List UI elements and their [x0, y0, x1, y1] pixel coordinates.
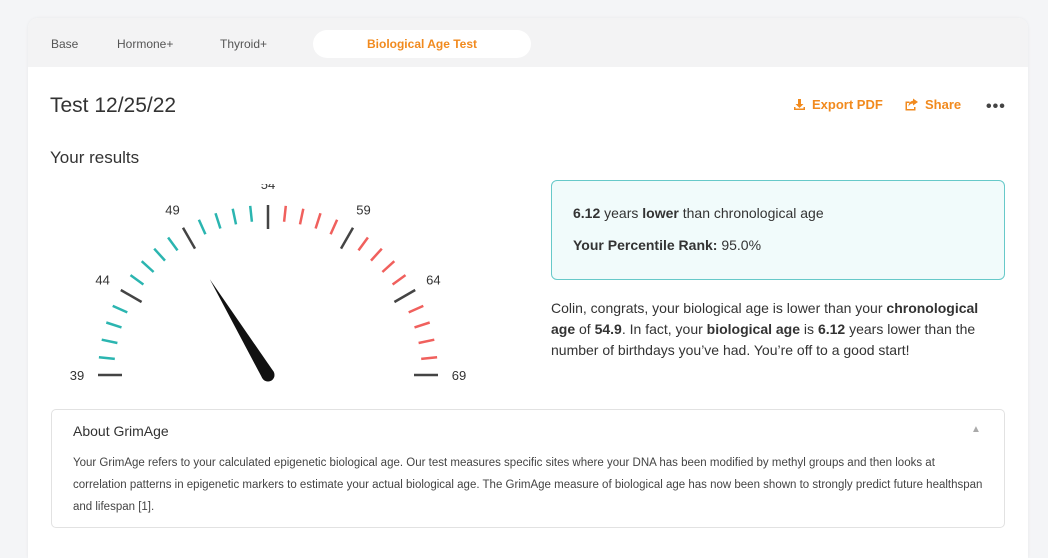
- gauge-minor-tick: [167, 236, 179, 252]
- share-button[interactable]: Share: [904, 97, 961, 112]
- tab-base[interactable]: Base: [51, 37, 79, 51]
- age-difference-direction: lower: [642, 205, 679, 221]
- share-icon: [904, 98, 919, 111]
- gauge-minor-tick: [282, 205, 288, 222]
- gauge-label-64: 64: [426, 273, 440, 288]
- gauge-minor-tick: [214, 212, 222, 229]
- percentile-rank-value: 95.0%: [721, 237, 762, 253]
- gauge-minor-tick: [129, 274, 145, 286]
- page-title: Test 12/25/22: [50, 94, 177, 117]
- gauge-ticks: [98, 205, 438, 377]
- age-difference-line: 6.12 years lower than chronological age: [573, 205, 824, 221]
- gauge-minor-tick: [357, 236, 369, 252]
- export-pdf-label: Export PDF: [812, 97, 883, 112]
- gauge-needle: [209, 279, 274, 379]
- gauge-minor-tick: [421, 355, 438, 361]
- gauge-hub: [261, 368, 275, 382]
- gauge-major-tick: [120, 288, 143, 304]
- gauge-minor-tick: [391, 274, 407, 286]
- gauge-minor-tick: [381, 260, 396, 273]
- gauge-minor-tick: [329, 219, 339, 235]
- percentile-rank-label: Your Percentile Rank:: [573, 237, 718, 253]
- gauge-minor-tick: [105, 321, 122, 329]
- collapse-caret-icon[interactable]: ▲: [971, 424, 981, 435]
- gauge-minor-tick: [314, 212, 322, 229]
- gauge-major-tick: [393, 288, 416, 304]
- tab-biological-age-test[interactable]: Biological Age Test: [313, 30, 531, 58]
- gauge-major-tick: [181, 227, 197, 250]
- gauge-minor-tick: [231, 208, 238, 225]
- gauge-label-44: 44: [95, 273, 109, 288]
- gauge-label-54: 54: [261, 184, 275, 192]
- result-summary-box: 6.12 years lower than chronological age …: [551, 180, 1005, 280]
- gauge-minor-tick: [408, 304, 424, 314]
- tab-bar: Base Hormone+ Thyroid+ Biological Age Te…: [28, 18, 1028, 67]
- about-grimage-body: Your GrimAge refers to your calculated e…: [73, 457, 983, 513]
- about-grimage-title[interactable]: About GrimAge: [73, 423, 169, 439]
- gauge-label-39: 39: [70, 368, 84, 383]
- gauge-label-69: 69: [452, 368, 466, 383]
- gauge-minor-tick: [414, 321, 431, 329]
- gauge-minor-tick: [112, 304, 128, 314]
- age-gauge: 39 44 49 54 59 64 69: [70, 184, 466, 383]
- tab-thyroid-plus[interactable]: Thyroid+: [220, 37, 268, 51]
- gauge-minor-tick: [98, 355, 115, 361]
- results-heading: Your results: [50, 148, 140, 167]
- gauge-labels: 39 44 49 54 59 64 69: [70, 184, 466, 383]
- results-card: Base Hormone+ Thyroid+ Biological Age Te…: [28, 18, 1028, 558]
- tab-hormone-plus[interactable]: Hormone+: [117, 37, 174, 51]
- gauge-minor-tick: [153, 247, 166, 262]
- gauge-label-49: 49: [165, 203, 179, 218]
- gauge-minor-tick: [248, 205, 254, 222]
- gauge-minor-tick: [197, 219, 207, 235]
- gauge-minor-tick: [140, 260, 155, 273]
- gauge-label-59: 59: [356, 203, 370, 218]
- gauge-minor-tick: [298, 208, 305, 225]
- more-options-icon[interactable]: •••: [986, 98, 1006, 115]
- about-grimage-panel: About GrimAge ▲ Your GrimAge refers to y…: [51, 409, 1005, 528]
- percentile-rank-line: Your Percentile Rank: 95.0%: [573, 237, 761, 253]
- gauge-minor-tick: [370, 247, 383, 262]
- gauge-minor-tick: [418, 338, 435, 345]
- gauge-major-tick: [339, 227, 355, 250]
- age-difference-value: 6.12: [573, 205, 601, 221]
- result-explanation: Colin, congrats, your biological age is …: [551, 300, 979, 358]
- download-icon: [793, 98, 806, 111]
- gauge-minor-tick: [101, 338, 118, 345]
- export-pdf-button[interactable]: Export PDF: [793, 97, 883, 112]
- share-label: Share: [925, 97, 962, 112]
